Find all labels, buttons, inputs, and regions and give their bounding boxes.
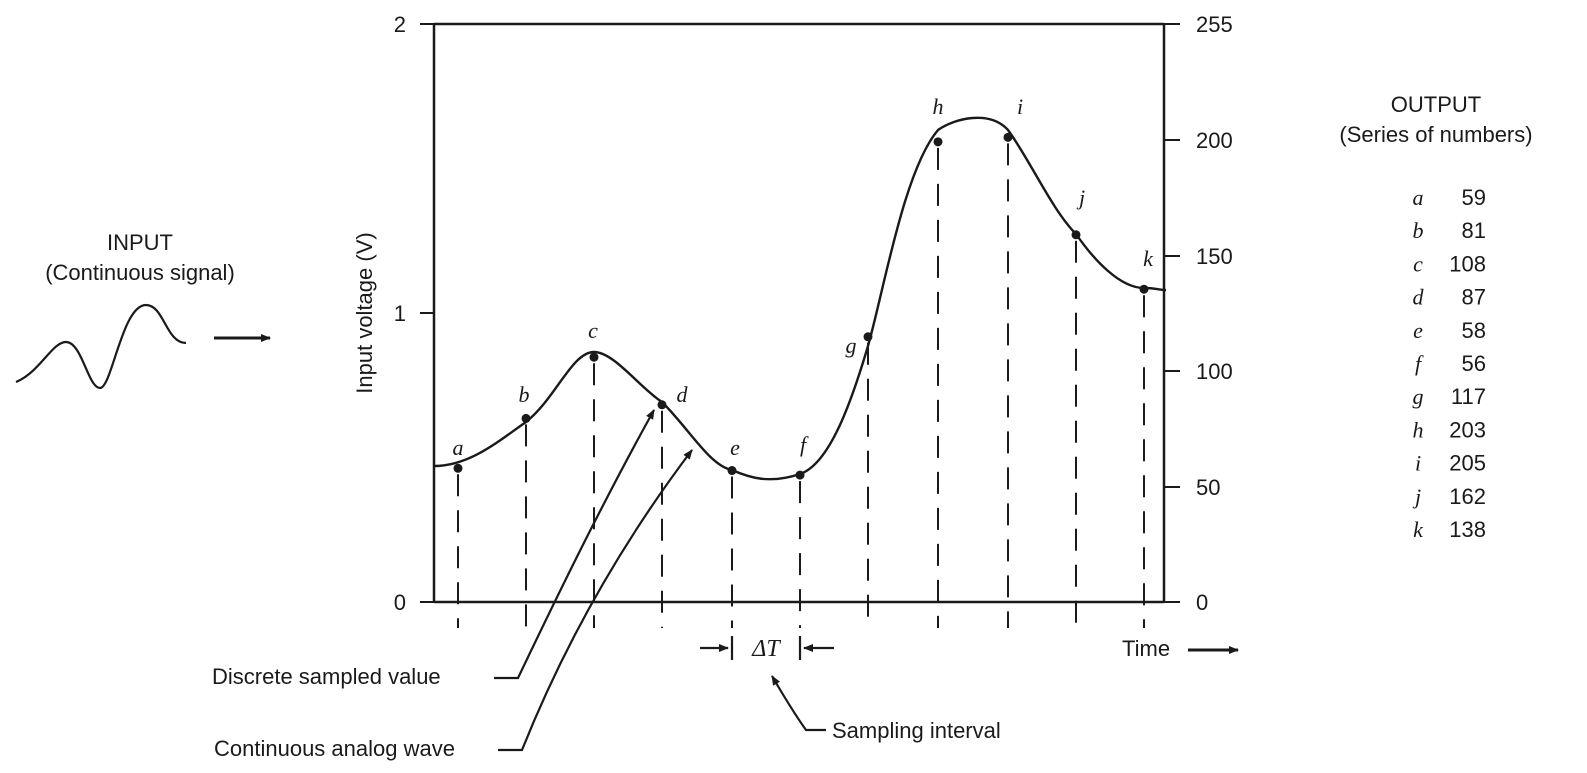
left-tick-label: 1 xyxy=(394,301,406,326)
delta-t-label: ΔT xyxy=(751,636,781,662)
input-title: INPUT xyxy=(107,230,173,255)
sample-point-b xyxy=(521,413,531,423)
output-row-value: 56 xyxy=(1462,351,1486,376)
sample-label-a: a xyxy=(453,435,464,460)
y-axis-label: Input voltage (V) xyxy=(352,232,377,393)
right-tick-label: 255 xyxy=(1196,12,1233,37)
delta-t-marker xyxy=(700,636,834,660)
continuous-analog-wave-leader xyxy=(498,449,693,752)
discrete-sampled-value-label: Discrete sampled value xyxy=(212,664,441,689)
sample-label-i: i xyxy=(1017,94,1023,119)
sampling-interval-label: Sampling interval xyxy=(832,718,1001,743)
output-row-value: 162 xyxy=(1449,484,1486,509)
sample-label-d: d xyxy=(677,382,689,407)
sample-point-d xyxy=(657,400,667,410)
output-row-value: 58 xyxy=(1462,318,1486,343)
output-row-label: a xyxy=(1413,185,1424,210)
continuous-analog-wave-label: Continuous analog wave xyxy=(214,736,455,761)
continuous-analog-wave xyxy=(433,116,1167,481)
output-row-value: 87 xyxy=(1462,285,1486,310)
sample-label-f: f xyxy=(800,432,809,457)
sample-point-h xyxy=(933,137,943,147)
sample-label-b: b xyxy=(519,382,530,407)
output-row-value: 203 xyxy=(1449,417,1486,442)
right-tick-label: 200 xyxy=(1196,128,1233,153)
sample-label-e: e xyxy=(730,435,740,460)
sample-point-c xyxy=(589,352,599,362)
sample-point-k xyxy=(1139,284,1149,294)
sample-point-a xyxy=(453,463,463,473)
sample-label-j: j xyxy=(1076,185,1085,210)
right-axis xyxy=(1164,23,1180,603)
output-row-value: 59 xyxy=(1462,185,1486,210)
output-row-value: 108 xyxy=(1449,251,1486,276)
output-row-label: e xyxy=(1413,318,1423,343)
output-row-label: c xyxy=(1413,251,1423,276)
output-row-value: 117 xyxy=(1451,384,1486,409)
input-wave-icon xyxy=(15,303,187,390)
sampling-interval-leader xyxy=(771,675,826,732)
output-row-value: 138 xyxy=(1449,517,1486,542)
output-row-value: 81 xyxy=(1462,218,1486,243)
discrete-sampled-value-leader xyxy=(494,409,655,680)
output-row-label: b xyxy=(1413,218,1424,243)
output-row-label: j xyxy=(1412,484,1421,509)
output-row-label: k xyxy=(1413,517,1424,542)
left-axis xyxy=(420,23,434,603)
input-subtitle: (Continuous signal) xyxy=(45,260,235,285)
time-axis-label: Time xyxy=(1122,636,1170,661)
sample-point-i xyxy=(1003,132,1013,142)
axes-frame xyxy=(432,22,1166,604)
right-tick-label: 100 xyxy=(1196,359,1233,384)
output-row-value: 205 xyxy=(1449,451,1486,476)
sample-point-g xyxy=(863,332,873,342)
input-panel: INPUT (Continuous signal) xyxy=(15,230,271,390)
sample-point-e xyxy=(727,466,737,476)
output-row-label: g xyxy=(1413,384,1424,409)
sample-point-j xyxy=(1071,230,1081,240)
sample-label-k: k xyxy=(1143,246,1154,271)
sample-points xyxy=(453,132,1149,480)
right-tick-label: 150 xyxy=(1196,244,1233,269)
sample-label-g: g xyxy=(846,333,857,358)
output-row-label: f xyxy=(1415,351,1424,376)
sample-labels: a b c d e f g h i j k xyxy=(453,94,1155,460)
output-row-label: d xyxy=(1413,285,1425,310)
left-tick-label: 2 xyxy=(394,12,406,37)
right-tick-label: 0 xyxy=(1196,590,1208,615)
output-panel: OUTPUT (Series of numbers) a 59 b 81 c 108 d 87… xyxy=(1339,92,1532,542)
sample-label-h: h xyxy=(933,94,944,119)
output-row-label: h xyxy=(1413,417,1424,442)
sample-label-c: c xyxy=(588,318,598,343)
output-row-label: i xyxy=(1415,451,1421,476)
left-tick-label: 0 xyxy=(394,590,406,615)
output-subtitle: (Series of numbers) xyxy=(1339,122,1532,147)
sample-point-f xyxy=(795,470,805,480)
output-table: a 59 b 81 c 108 d 87 e 58 f 56 g 117 h 203 i 205 j 162 k 138 xyxy=(1412,185,1486,542)
output-title: OUTPUT xyxy=(1391,92,1481,117)
sample-lines xyxy=(457,143,1145,628)
right-tick-label: 50 xyxy=(1196,475,1220,500)
